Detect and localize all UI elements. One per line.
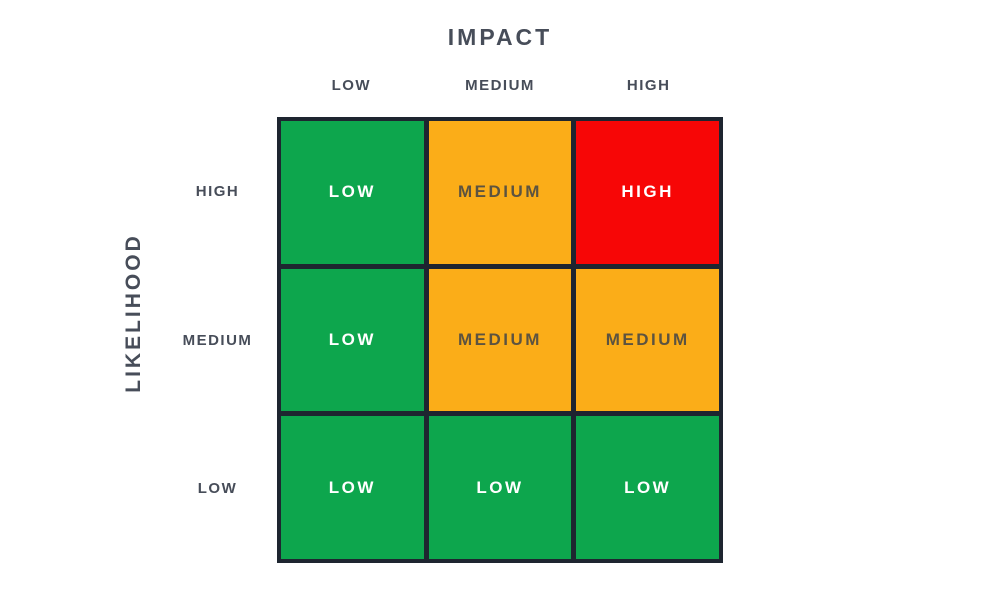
- row-label-low: LOW: [197, 480, 238, 498]
- row-label-high: HIGH: [195, 182, 240, 200]
- likelihood-axis-title: LIKELIHOOD: [122, 233, 145, 393]
- risk-grid: LOW MEDIUM HIGH LOW MEDIUM MEDIUM LOW LO…: [277, 117, 723, 563]
- risk-cell: MEDIUM: [576, 268, 719, 412]
- risk-cell: LOW: [281, 416, 424, 559]
- column-header-medium: MEDIUM: [465, 77, 535, 94]
- risk-cell: MEDIUM: [428, 268, 572, 412]
- risk-cell: LOW: [281, 268, 424, 412]
- risk-cell: LOW: [281, 121, 424, 264]
- row-label-medium: MEDIUM: [182, 331, 253, 349]
- column-header-low: LOW: [331, 77, 372, 94]
- risk-cell: LOW: [576, 416, 719, 559]
- impact-axis-title: IMPACT: [447, 24, 553, 50]
- risk-cell: HIGH: [576, 121, 719, 264]
- risk-cell: MEDIUM: [428, 121, 572, 264]
- column-header-high: HIGH: [626, 77, 671, 94]
- impact-column-headers: LOW MEDIUM HIGH: [277, 77, 723, 94]
- risk-cell: LOW: [428, 416, 572, 559]
- likelihood-row-labels: HIGH MEDIUM LOW: [158, 117, 277, 563]
